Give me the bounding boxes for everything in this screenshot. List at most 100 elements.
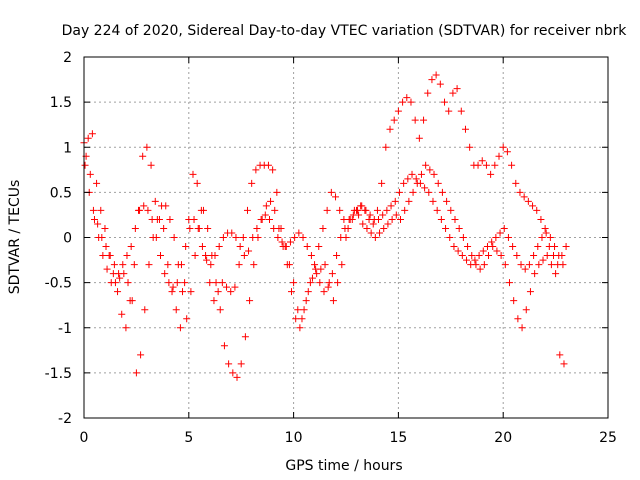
data-point [250, 261, 258, 269]
data-point [143, 143, 151, 151]
data-point [333, 252, 341, 260]
data-point [363, 224, 371, 232]
data-point [405, 197, 413, 205]
data-point [487, 170, 495, 178]
data-point [491, 161, 499, 169]
data-point [265, 215, 273, 223]
data-point [239, 234, 247, 241]
data-point [278, 238, 286, 246]
data-point [520, 193, 528, 201]
x-tick-label: 10 [285, 430, 303, 446]
data-point [211, 252, 219, 260]
data-point [539, 256, 547, 264]
data-point [229, 369, 237, 377]
data-point [147, 161, 155, 169]
data-point [433, 206, 441, 214]
x-tick-label: 25 [599, 430, 617, 446]
data-point [543, 252, 551, 260]
data-point [290, 279, 298, 287]
data-point [464, 243, 472, 251]
data-point [123, 252, 131, 260]
data-point [432, 71, 440, 79]
data-point [94, 220, 102, 228]
data-point [249, 234, 257, 241]
data-point [505, 279, 513, 287]
data-point [183, 315, 191, 323]
data-point [216, 306, 224, 314]
data-point [531, 270, 539, 278]
data-point [438, 188, 446, 196]
data-point [189, 170, 197, 178]
data-point [478, 157, 486, 165]
data-point [560, 360, 568, 368]
data-point [537, 215, 545, 223]
data-point [307, 252, 315, 260]
data-point [128, 297, 136, 305]
data-point [559, 261, 567, 269]
data-point [555, 252, 563, 260]
data-point [168, 288, 176, 296]
data-point [204, 224, 212, 232]
data-point [382, 143, 390, 151]
data-point [471, 256, 479, 264]
data-point [430, 170, 438, 178]
data-point [212, 279, 220, 287]
data-point [525, 261, 533, 269]
data-point [269, 166, 277, 174]
data-point [261, 211, 269, 219]
data-point [488, 238, 496, 246]
data-point [504, 234, 512, 241]
ticks-layer: 0 5 10 15 20 25 -2 -1.5 -1 -0.5 0 0.5 1 1.5 2 [45, 50, 617, 446]
data-point [145, 261, 153, 269]
data-point [409, 188, 417, 196]
data-point [535, 261, 543, 269]
data-point [299, 234, 307, 241]
data-point [152, 234, 160, 241]
data-point [497, 252, 505, 260]
y-tick-label: -0.5 [45, 276, 72, 292]
data-point [533, 206, 541, 214]
data-point [443, 197, 451, 205]
data-point [302, 297, 310, 305]
data-point [169, 283, 177, 291]
y-tick-label: -2 [58, 411, 72, 427]
data-point [288, 288, 296, 296]
data-point [88, 130, 96, 138]
data-point [386, 125, 394, 133]
data-point [198, 243, 206, 251]
data-point [304, 288, 312, 296]
data-point [84, 134, 92, 142]
data-point [455, 224, 463, 232]
data-point [160, 224, 168, 232]
data-point [231, 283, 239, 291]
data-point [546, 234, 554, 241]
data-point [319, 224, 327, 232]
data-point [499, 143, 507, 151]
data-point [493, 247, 501, 255]
data-point [467, 261, 475, 269]
data-point [408, 170, 416, 178]
data-point [479, 247, 487, 255]
data-point [475, 252, 483, 260]
data-point [411, 116, 419, 124]
data-point [252, 166, 260, 174]
data-point [390, 116, 398, 124]
data-point [541, 224, 549, 232]
data-point [295, 229, 303, 237]
data-point [516, 188, 524, 196]
data-point [388, 215, 396, 223]
data-point [157, 252, 165, 260]
data-point [367, 229, 375, 237]
series-track-b [82, 152, 568, 381]
y-tick-label: -1.5 [45, 366, 72, 382]
data-point [518, 324, 526, 332]
data-point [459, 234, 467, 241]
data-point [508, 161, 516, 169]
data-point [371, 234, 379, 241]
data-point [237, 360, 245, 368]
data-point [176, 324, 184, 332]
data-point [306, 279, 314, 287]
data-point [324, 283, 332, 291]
data-point [90, 215, 98, 223]
data-point [509, 243, 517, 251]
